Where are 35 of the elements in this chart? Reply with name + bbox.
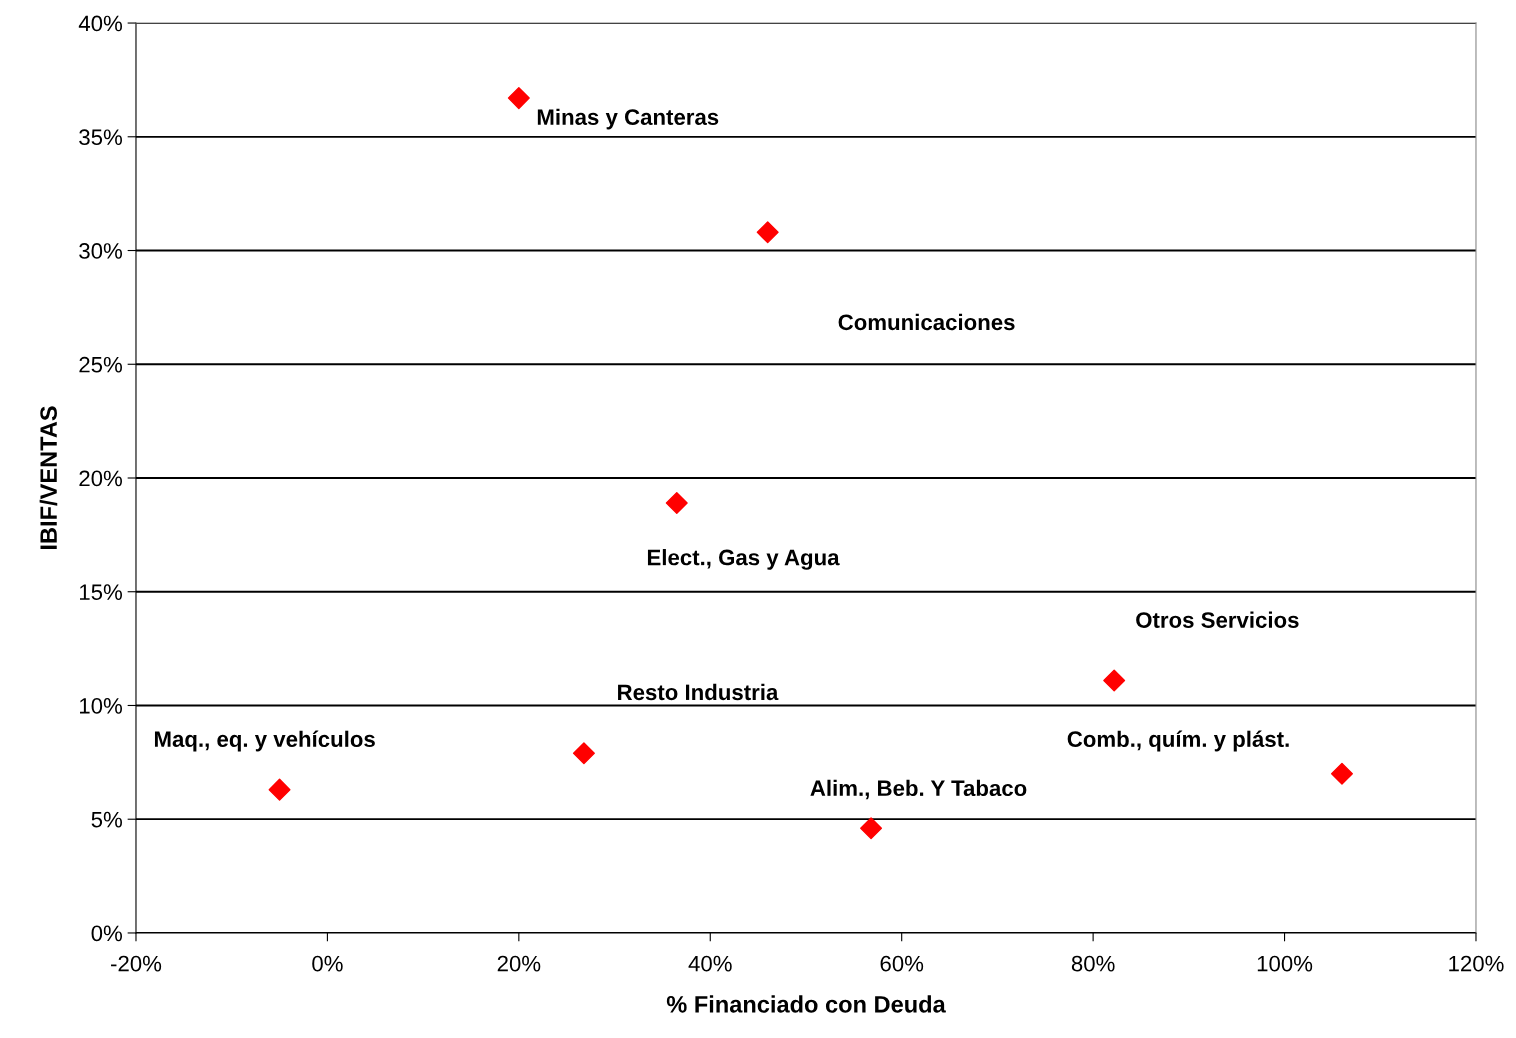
annotation: Minas y Canteras bbox=[537, 108, 719, 130]
y-tick-label: 35% bbox=[79, 129, 122, 146]
annotation: Comunicaciones bbox=[838, 313, 1015, 331]
x-tick-label: 120% bbox=[1449, 955, 1504, 972]
annotation: Elect., Gas y Agua bbox=[647, 549, 840, 570]
y-tick-label: 15% bbox=[80, 584, 122, 601]
y-tick-label: 40% bbox=[78, 15, 122, 32]
x-axis-title: % Financiado con Deuda bbox=[666, 995, 946, 1013]
annotation: Maq., eq. y vehículos bbox=[154, 730, 375, 752]
y-tick-label: 0% bbox=[91, 925, 122, 942]
point bbox=[756, 221, 779, 244]
x-tick-label: -20% bbox=[111, 955, 162, 972]
point bbox=[572, 742, 595, 765]
y-tick-label: 20% bbox=[79, 470, 122, 487]
point bbox=[1103, 669, 1126, 692]
point bbox=[860, 817, 883, 840]
point bbox=[268, 778, 291, 801]
x-tick-label: 80% bbox=[1071, 955, 1115, 972]
y-tick-label: 30% bbox=[79, 243, 122, 259]
y-tick-label: 10% bbox=[80, 698, 122, 714]
annotation: Alim., Beb. Y Tabaco bbox=[810, 779, 1027, 800]
x-tick-label: 20% bbox=[497, 955, 541, 972]
x-tick-label: 0% bbox=[312, 955, 343, 972]
x-tick-label: 100% bbox=[1257, 955, 1313, 972]
annotation: Comb., quím. y plást. bbox=[1067, 730, 1289, 752]
annotation: Otros Servicios bbox=[1136, 611, 1299, 628]
x-tick-label: 60% bbox=[880, 955, 924, 972]
y-axis-title: IBIF/VENTAS bbox=[39, 406, 58, 550]
y-tick-label: 25% bbox=[79, 356, 122, 373]
annotation: Resto Industria bbox=[618, 683, 779, 701]
point bbox=[665, 492, 688, 515]
y-tick-label: 5% bbox=[91, 811, 122, 828]
x-tick-label: 40% bbox=[688, 955, 732, 972]
point bbox=[1330, 762, 1353, 785]
point bbox=[507, 87, 530, 110]
